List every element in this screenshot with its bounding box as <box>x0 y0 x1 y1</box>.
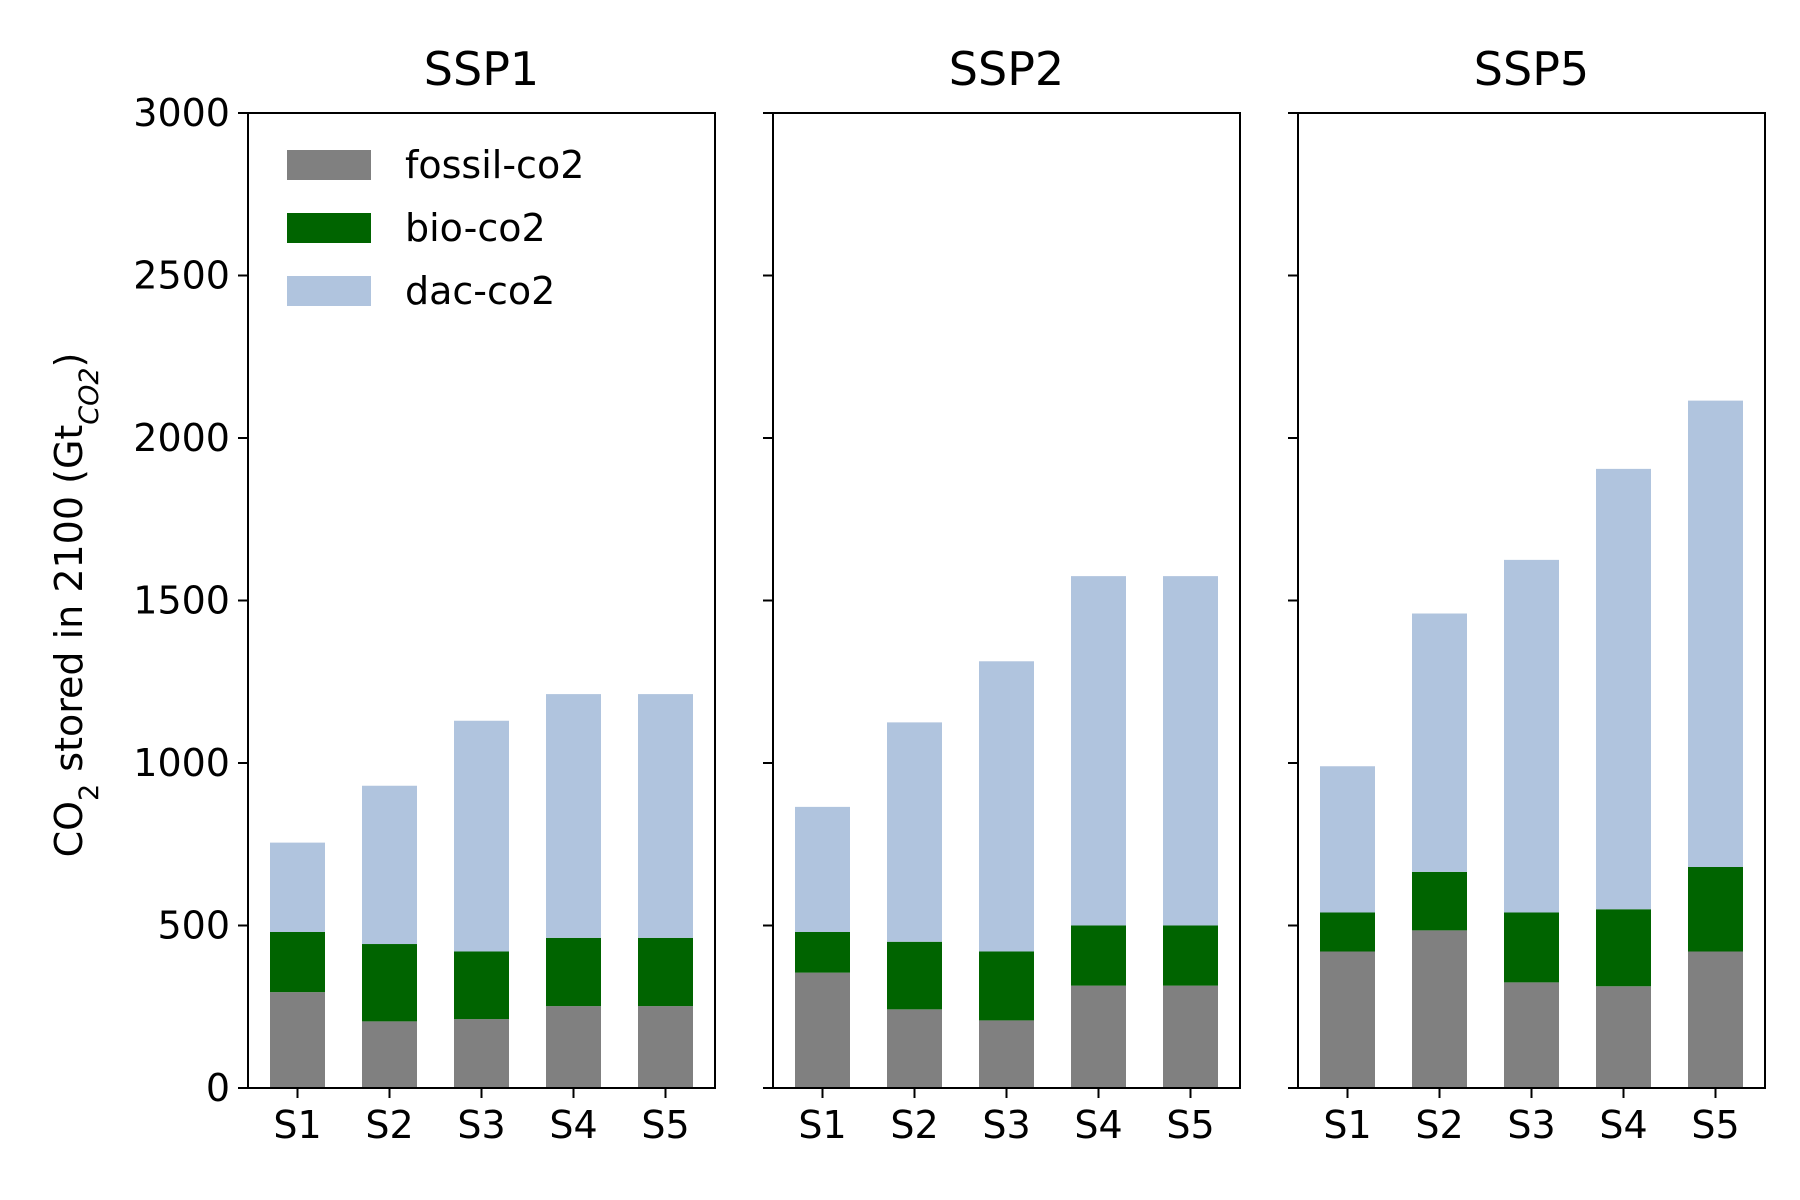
bar-fossil-co2-s1 <box>795 972 850 1088</box>
bar-fossil-co2-s5 <box>1163 985 1218 1088</box>
bar-dac-co2-s1 <box>270 842 325 932</box>
bar-fossil-co2-s4 <box>1071 985 1126 1088</box>
panel-title: SSP2 <box>949 42 1064 96</box>
bar-dac-co2-s1 <box>795 806 850 932</box>
bar-fossil-co2-s2 <box>1412 930 1467 1088</box>
bar-fossil-co2-s5 <box>1688 951 1743 1088</box>
bar-bio-co2-s4 <box>1071 925 1126 986</box>
y-tick-label: 500 <box>157 904 230 948</box>
bar-fossil-co2-s2 <box>887 1009 942 1088</box>
x-tick-label: S2 <box>365 1103 413 1147</box>
bar-fossil-co2-s2 <box>362 1021 417 1088</box>
y-tick-label: 3000 <box>133 91 230 135</box>
legend-swatch-fossil-co2 <box>287 150 371 180</box>
bar-dac-co2-s5 <box>1163 576 1218 926</box>
x-tick-label: S5 <box>1691 1103 1739 1147</box>
bar-dac-co2-s3 <box>979 661 1034 952</box>
bar-fossil-co2-s4 <box>546 1006 601 1088</box>
y-axis-label-prefix: CO <box>47 801 91 857</box>
bar-fossil-co2-s1 <box>1320 951 1375 1088</box>
bar-bio-co2-s3 <box>1504 912 1559 983</box>
y-tick-label: 2500 <box>133 254 230 298</box>
legend-swatch-bio-co2 <box>287 213 371 243</box>
bar-bio-co2-s1 <box>1320 912 1375 952</box>
y-axis-label-main: stored in 2100 (Gt <box>47 425 91 784</box>
bar-bio-co2-s4 <box>1596 909 1651 987</box>
x-tick-label: S3 <box>1507 1103 1555 1147</box>
bar-bio-co2-s5 <box>1688 867 1743 952</box>
bar-fossil-co2-s4 <box>1596 986 1651 1088</box>
x-tick-label: S5 <box>641 1103 689 1147</box>
x-tick-label: S1 <box>798 1103 846 1147</box>
bar-dac-co2-s4 <box>1071 576 1126 926</box>
y-tick-label: 2000 <box>133 416 230 460</box>
bar-fossil-co2-s3 <box>454 1019 509 1088</box>
bar-dac-co2-s5 <box>638 694 693 938</box>
y-tick-label: 0 <box>206 1066 230 1110</box>
legend: fossil-co2 bio-co2 dac-co2 <box>287 143 584 313</box>
x-tick-label: S4 <box>549 1103 597 1147</box>
bar-dac-co2-s4 <box>546 694 601 938</box>
y-axis-label-prefix-sub: 2 <box>74 784 105 801</box>
bar-dac-co2-s3 <box>1504 559 1559 913</box>
bar-fossil-co2-s3 <box>1504 982 1559 1088</box>
bar-fossil-co2-s3 <box>979 1020 1034 1088</box>
y-tick-label: 1000 <box>133 741 230 785</box>
bar-dac-co2-s5 <box>1688 400 1743 867</box>
bar-bio-co2-s2 <box>1412 871 1467 931</box>
panel-ssp2: S1 S2 S3 S4 S5 SSP2 <box>763 42 1241 1147</box>
x-tick-label: S1 <box>273 1103 321 1147</box>
bar-bio-co2-s5 <box>1163 925 1218 986</box>
y-axis-label-suffix: ) <box>47 353 91 368</box>
bar-bio-co2-s1 <box>795 932 850 973</box>
bar-bio-co2-s2 <box>887 941 942 1010</box>
panel-ssp5: S1 S2 S3 S4 S5 SSP5 <box>1288 42 1766 1147</box>
bar-fossil-co2-s1 <box>270 992 325 1088</box>
x-tick-label: S3 <box>982 1103 1030 1147</box>
bar-bio-co2-s3 <box>979 951 1034 1021</box>
bar-bio-co2-s4 <box>546 937 601 1007</box>
bar-dac-co2-s2 <box>887 722 942 942</box>
panel-title: SSP1 <box>424 42 539 96</box>
x-tick-label: S1 <box>1323 1103 1371 1147</box>
bar-bio-co2-s5 <box>638 937 693 1007</box>
legend-label-bio-co2: bio-co2 <box>405 206 546 250</box>
bar-dac-co2-s4 <box>1596 468 1651 910</box>
x-tick-label: S5 <box>1166 1103 1214 1147</box>
x-tick-label: S2 <box>1415 1103 1463 1147</box>
x-tick-label: S4 <box>1074 1103 1122 1147</box>
bar-dac-co2-s1 <box>1320 766 1375 913</box>
legend-label-fossil-co2: fossil-co2 <box>405 143 584 187</box>
panel-title: SSP5 <box>1474 42 1589 96</box>
bar-dac-co2-s2 <box>1412 613 1467 872</box>
y-axis-label: CO2 stored in 2100 (GtCO2) <box>47 353 105 858</box>
legend-label-dac-co2: dac-co2 <box>405 269 555 313</box>
bar-dac-co2-s2 <box>362 785 417 945</box>
y-axis-label-unit-sub: CO2 <box>74 367 105 424</box>
bar-dac-co2-s3 <box>454 720 509 952</box>
bar-bio-co2-s3 <box>454 951 509 1020</box>
bar-fossil-co2-s5 <box>638 1006 693 1088</box>
x-tick-label: S4 <box>1599 1103 1647 1147</box>
panel-ssp1: S1 S2 S3 S4 S5 0 500 1000 1500 2000 2500 3000 SSP1 <box>133 42 716 1147</box>
x-tick-label: S3 <box>457 1103 505 1147</box>
y-tick-label: 1500 <box>133 579 230 623</box>
bar-bio-co2-s1 <box>270 932 325 993</box>
legend-swatch-dac-co2 <box>287 276 371 306</box>
x-tick-label: S2 <box>890 1103 938 1147</box>
bar-bio-co2-s2 <box>362 944 417 1022</box>
